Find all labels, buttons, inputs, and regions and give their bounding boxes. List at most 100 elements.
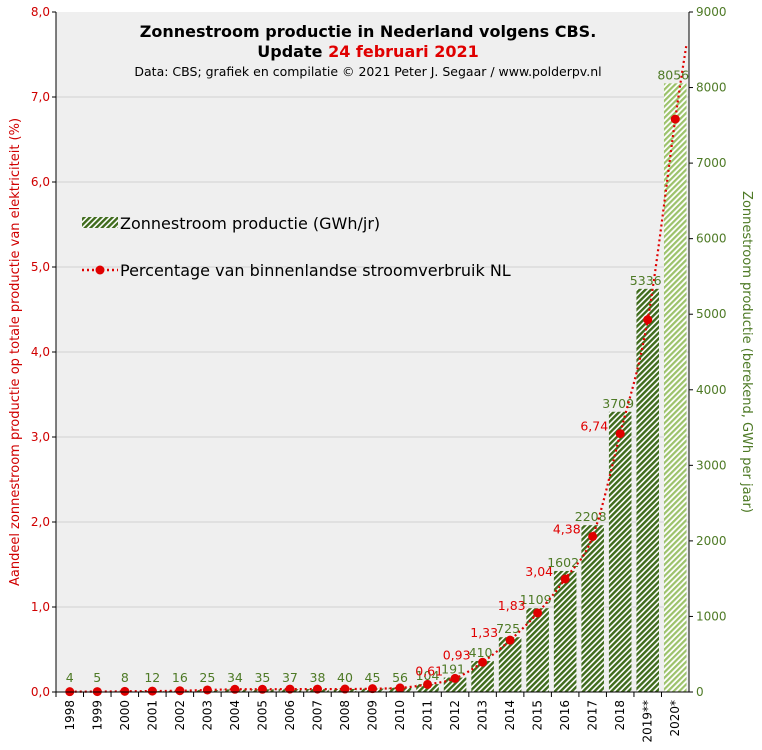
axes: 0,0 1,0 2,0 3,0 4,0 5,0 6,0 7,0 8,0 0 1000 2000 3000…: [31, 5, 727, 743]
y-left-axis-title: Aandeel zonnestroom productie op totale …: [8, 118, 23, 586]
x-tick-label: 2013: [476, 700, 490, 731]
bar-value-label: 16: [172, 670, 188, 685]
x-tick-label: 2020*: [668, 700, 682, 737]
bar-2014: [498, 637, 522, 692]
y-left-tick-label: 7,0: [31, 90, 50, 104]
legend-bar-label: Zonnestroom productie (GWh/jr): [120, 214, 380, 233]
legend-bar-swatch: [82, 217, 118, 228]
y-left-tick-label: 3,0: [31, 430, 50, 444]
percentage-point-2008: [340, 684, 350, 694]
percentage-value-label: 0,93: [443, 647, 471, 662]
percentage-point-2009: [368, 684, 377, 694]
x-tick-label: 2000: [118, 700, 132, 731]
percentage-point-2016: [560, 574, 570, 584]
y-right-tick-label: 6000: [696, 232, 727, 246]
bar-value-label: 34: [227, 670, 243, 685]
bar-value-label: 38: [310, 670, 326, 685]
x-tick-label: 2003: [200, 700, 214, 731]
x-tick-label: 2006: [283, 700, 297, 731]
x-tick-label: 2011: [421, 700, 435, 731]
legend: Zonnestroom productie (GWh/jr) Percentag…: [82, 214, 511, 280]
y-left-tick-label: 1,0: [31, 600, 50, 614]
x-tick-label: 2014: [503, 700, 517, 731]
y-right-axis-title: Zonnestroom productie (berekend, GWh per…: [739, 191, 754, 513]
y-left-tick-label: 8,0: [31, 5, 50, 19]
percentage-point-2000: [120, 686, 130, 696]
x-tick-label: 2007: [310, 700, 324, 731]
x-tick-label: 2012: [448, 700, 462, 731]
chart-subtitle: Data: CBS; grafiek en compilatie © 2021 …: [134, 64, 601, 79]
bar-value-label: 1602: [547, 555, 579, 570]
y-right-tick-label: 9000: [696, 5, 727, 19]
x-tick-label: 2008: [338, 700, 352, 731]
bar-value-label: 1109: [520, 592, 552, 607]
bar-2019**: [636, 288, 660, 692]
bar-2013: [471, 661, 494, 692]
x-tick-label: 1999: [90, 700, 104, 731]
bar-value-label: 25: [199, 670, 215, 685]
x-tick-label: 2016: [558, 700, 572, 731]
percentage-value-label: 0,61: [415, 663, 443, 678]
percentage-value-label: 3,04: [525, 564, 553, 579]
percentage-point-2017: [588, 531, 598, 541]
x-tick-label: 2005: [255, 700, 269, 731]
x-tick-label: 2018: [613, 700, 627, 731]
y-left-tick-label: 6,0: [31, 175, 50, 189]
bar-value-label: 5336: [630, 273, 662, 288]
percentage-point-2019**: [643, 315, 653, 325]
bar-value-label: 8056: [657, 67, 689, 82]
percentage-value-label: 1,83: [498, 598, 526, 613]
percentage-point-2014: [505, 635, 515, 645]
bar-value-label: 725: [496, 621, 520, 636]
percentage-point-2010: [395, 683, 405, 693]
bar-value-label: 2208: [575, 509, 607, 524]
bar-value-label: 104: [416, 668, 440, 683]
update-prefix: Update: [257, 42, 322, 61]
percentage-point-2003: [202, 685, 212, 695]
bar-value-label: 40: [337, 670, 353, 685]
x-tick-label: 2004: [228, 700, 242, 731]
y-right-tick-label: 7000: [696, 156, 727, 170]
x-tick-label: 2010: [393, 700, 407, 731]
legend-line-marker: [95, 265, 105, 275]
percentage-point-2006: [285, 684, 295, 694]
x-tick-label: 2019**: [641, 700, 655, 743]
bar-value-label: 191: [441, 662, 465, 677]
percentage-point-2007: [312, 684, 322, 694]
percentage-value-label: 1,33: [470, 625, 498, 640]
y-right-tick-label: 8000: [696, 81, 727, 95]
bar-2020*: [663, 83, 687, 692]
x-tick-label: 2017: [586, 700, 600, 731]
bar-2017: [581, 525, 604, 692]
y-right-tick-label: 2000: [696, 534, 727, 548]
percentage-point-2015: [533, 608, 543, 618]
bar-value-label: 4: [66, 670, 74, 685]
gridlines: [56, 96, 689, 608]
bar-value-label: 8: [121, 670, 129, 685]
legend-line-label: Percentage van binnenlandse stroomverbru…: [120, 261, 511, 280]
percentage-point-2011: [423, 679, 433, 689]
y-right-tick-label: 0: [696, 685, 704, 699]
y-right-tick-label: 3000: [696, 458, 727, 472]
x-tick-label: 2015: [531, 700, 545, 731]
y-left-tick-label: 2,0: [31, 515, 50, 529]
bar-value-label: 37: [282, 670, 298, 685]
x-tick-label: 1998: [63, 700, 77, 731]
x-tick-label: 2002: [173, 700, 187, 731]
bar-value-label: 35: [254, 670, 270, 685]
bar-value-label: 45: [365, 670, 381, 685]
x-tick-label: 2001: [145, 700, 159, 731]
chart-title: Zonnestroom productie in Nederland volge…: [140, 22, 597, 41]
bar-2018: [608, 411, 632, 692]
bar-series: 4 5 8 12 16 25 34 35 37 38 40 45 56 104 19141072511091…: [58, 67, 689, 692]
y-left-tick-label: 5,0: [31, 260, 50, 274]
y-left-tick-label: 0,0: [31, 685, 50, 699]
percentage-value-label: 6,74: [580, 419, 608, 434]
bar-2016: [553, 570, 577, 692]
x-tick-label: 2009: [366, 700, 380, 731]
bar-value-label: 3709: [602, 396, 634, 411]
update-date: 24 februari 2021: [328, 42, 479, 61]
percentage-line-series: 0,610,93 1,331,83 3,04 4,38 6,74: [65, 45, 688, 697]
percentage-point-2018: [615, 429, 625, 439]
